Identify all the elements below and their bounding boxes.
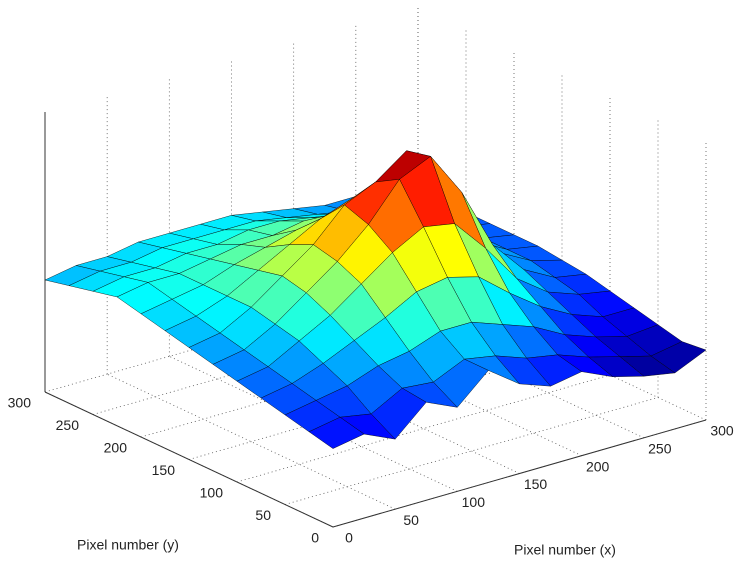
x-axis xyxy=(332,419,707,528)
floor-grid-line xyxy=(44,284,419,393)
y-tick-label: 300 xyxy=(8,395,32,411)
y-tick-label: 100 xyxy=(200,485,224,501)
x-tick-label: 250 xyxy=(648,441,672,457)
floor-grid-line xyxy=(92,307,467,415)
x-tick-label: 50 xyxy=(403,512,419,528)
x-tick-label: 200 xyxy=(586,458,610,474)
x-tick-label: 150 xyxy=(524,476,548,492)
labels: Pixel number (x) Pixel number (y) 0 50 100… xyxy=(8,395,734,558)
y-tick-label: 50 xyxy=(255,507,271,523)
floor-grid-line xyxy=(140,329,515,438)
y-tick-label: 0 xyxy=(311,530,319,546)
grid-layer xyxy=(44,5,707,528)
x-tick-label: 300 xyxy=(710,423,734,439)
floor-grid-line xyxy=(236,374,611,483)
floor-grid-line xyxy=(188,352,563,460)
y-tick-label: 250 xyxy=(56,417,80,433)
surface-patch xyxy=(308,417,365,449)
x-tick-label: 100 xyxy=(462,494,486,510)
floor-grid-line xyxy=(284,397,659,505)
y-tick-label: 150 xyxy=(152,462,176,478)
x-axis-label: Pixel number (x) xyxy=(514,542,616,558)
y-tick-label: 200 xyxy=(104,440,128,456)
y-axis xyxy=(44,391,334,528)
y-axis-label: Pixel number (y) xyxy=(77,537,179,553)
surface xyxy=(44,150,707,449)
x-tick-label: 0 xyxy=(345,530,353,546)
